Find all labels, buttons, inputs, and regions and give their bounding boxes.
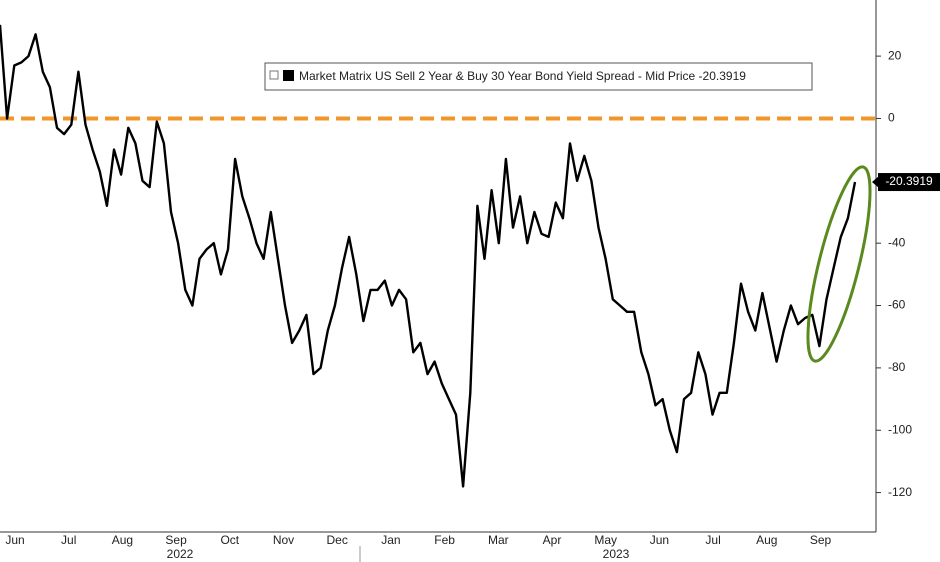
last-value-box	[878, 173, 940, 192]
x-tick-label: Jun	[650, 533, 669, 547]
x-tick-label: Aug	[112, 533, 133, 547]
x-tick-label: Apr	[543, 533, 562, 547]
x-tick-label: May	[594, 533, 617, 547]
legend-swatch	[283, 70, 294, 81]
x-tick-label: Jul	[61, 533, 76, 547]
year-label: 2022	[167, 547, 194, 561]
x-tick-label: Mar	[488, 533, 509, 547]
x-tick-label: Jan	[381, 533, 400, 547]
y-tick-label: 20	[888, 48, 902, 62]
x-tick-label: Sep	[810, 533, 832, 547]
y-tick-label: -40	[888, 235, 906, 249]
legend-toggle	[269, 70, 279, 80]
x-tick-label: Jul	[705, 533, 720, 547]
x-tick-label: Nov	[273, 533, 294, 547]
legend-box	[264, 62, 813, 91]
year-label: 2023	[603, 547, 630, 561]
y-tick-label: -80	[888, 360, 906, 374]
x-tick-label: Feb	[434, 533, 455, 547]
x-tick-label: Jun	[5, 533, 24, 547]
x-tick-label: Dec	[327, 533, 348, 547]
y-tick-label: 0	[888, 111, 895, 125]
x-tick-label: Sep	[165, 533, 187, 547]
last-value-label: -20.3919	[885, 174, 933, 188]
x-tick-label: Oct	[220, 533, 239, 547]
y-tick-label: -60	[888, 298, 906, 312]
series-line	[0, 24, 857, 488]
legend-label: Market Matrix US Sell 2 Year & Buy 30 Ye…	[299, 69, 746, 83]
last-value-pointer	[872, 176, 879, 189]
x-tick-label: Aug	[756, 533, 777, 547]
y-tick-label: -100	[888, 422, 912, 436]
highlight-ellipse	[806, 165, 872, 363]
y-tick-label: -120	[888, 485, 912, 499]
